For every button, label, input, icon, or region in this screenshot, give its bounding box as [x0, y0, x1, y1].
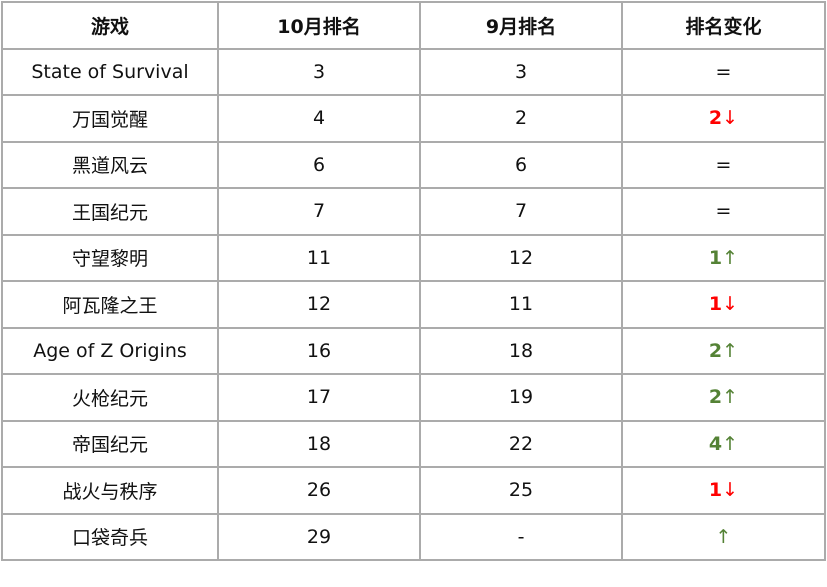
change-value: 2 — [708, 339, 723, 362]
arrow-up-icon: ↑ — [715, 525, 732, 548]
header-row: 游戏 10月排名 9月排名 排名变化 — [1, 1, 826, 50]
rank-change: 2↓ — [621, 94, 826, 143]
equal-icon: = — [715, 60, 732, 83]
game-name: 口袋奇兵 — [1, 512, 219, 561]
arrow-up-icon: ↑ — [722, 339, 739, 362]
sep-rank: 7 — [419, 187, 623, 236]
header-oct-rank: 10月排名 — [217, 1, 421, 50]
rank-change: 4↑ — [621, 419, 826, 468]
change-value: 2 — [708, 107, 723, 130]
sep-rank: 19 — [419, 373, 623, 422]
arrow-down-icon: ↓ — [722, 479, 739, 502]
equal-icon: = — [715, 153, 732, 176]
game-name: 阿瓦隆之王 — [1, 280, 219, 329]
arrow-up-icon: ↑ — [722, 246, 739, 269]
game-name: State of Survival — [1, 47, 219, 96]
arrow-down-icon: ↓ — [722, 293, 739, 316]
change-value: 1 — [708, 293, 723, 316]
oct-rank: 26 — [217, 466, 421, 515]
equal-icon: = — [715, 200, 732, 223]
table-row: 黑道风云 6 6 = — [1, 140, 826, 189]
rank-change: = — [621, 140, 826, 189]
arrow-up-icon: ↑ — [722, 432, 739, 455]
oct-rank: 17 — [217, 373, 421, 422]
rank-change: ↑ — [621, 512, 826, 561]
game-name: 黑道风云 — [1, 140, 219, 189]
rank-change: 1↓ — [621, 280, 826, 329]
sep-rank: 11 — [419, 280, 623, 329]
oct-rank: 16 — [217, 326, 421, 375]
change-value: 1 — [708, 479, 723, 502]
table-row: Age of Z Origins 16 18 2↑ — [1, 326, 826, 375]
table-row: 王国纪元 7 7 = — [1, 187, 826, 236]
table-row: 守望黎明 11 12 1↑ — [1, 233, 826, 282]
oct-rank: 4 — [217, 94, 421, 143]
sep-rank: 25 — [419, 466, 623, 515]
header-sep-rank: 9月排名 — [419, 1, 623, 50]
rank-change: = — [621, 47, 826, 96]
sep-rank: 2 — [419, 94, 623, 143]
change-value: 2 — [708, 386, 723, 409]
header-rank-change: 排名变化 — [621, 1, 826, 50]
arrow-up-icon: ↑ — [722, 386, 739, 409]
game-name: 火枪纪元 — [1, 373, 219, 422]
ranking-table: 游戏 10月排名 9月排名 排名变化 State of Survival 3 3 = 万… — [1, 1, 826, 561]
table-row: 口袋奇兵 29- ↑ — [1, 512, 826, 561]
table-row: 火枪纪元 17 19 2↑ — [1, 373, 826, 422]
oct-rank: 7 — [217, 187, 421, 236]
sep-rank: 18 — [419, 326, 623, 375]
table-row: 万国觉醒 4 2 2↓ — [1, 94, 826, 143]
sep-rank: 3 — [419, 47, 623, 96]
change-value: 4 — [708, 432, 723, 455]
rank-change: 2↑ — [621, 326, 826, 375]
rank-change: = — [621, 187, 826, 236]
game-name: Age of Z Origins — [1, 326, 219, 375]
table-row: 阿瓦隆之王 12 11 1↓ — [1, 280, 826, 329]
table-row: State of Survival 3 3 = — [1, 47, 826, 96]
sep-rank: 6 — [419, 140, 623, 189]
table-row: 帝国纪元 18 22 4↑ — [1, 419, 826, 468]
oct-rank: 29 — [217, 512, 421, 561]
game-name: 守望黎明 — [1, 233, 219, 282]
game-name: 帝国纪元 — [1, 419, 219, 468]
sep-rank: 12 — [419, 233, 623, 282]
change-value: 1 — [708, 246, 723, 269]
oct-rank: 11 — [217, 233, 421, 282]
table-row: 战火与秩序 26 25 1↓ — [1, 466, 826, 515]
oct-rank: 12 — [217, 280, 421, 329]
rank-change: 2↑ — [621, 373, 826, 422]
game-name: 万国觉醒 — [1, 94, 219, 143]
rank-change: 1↓ — [621, 466, 826, 515]
sep-rank: 22 — [419, 419, 623, 468]
oct-rank: 18 — [217, 419, 421, 468]
sep-rank: - — [419, 512, 623, 561]
game-name: 战火与秩序 — [1, 466, 219, 515]
header-game: 游戏 — [1, 1, 219, 50]
rank-change: 1↑ — [621, 233, 826, 282]
game-name: 王国纪元 — [1, 187, 219, 236]
oct-rank: 6 — [217, 140, 421, 189]
oct-rank: 3 — [217, 47, 421, 96]
arrow-down-icon: ↓ — [722, 107, 739, 130]
